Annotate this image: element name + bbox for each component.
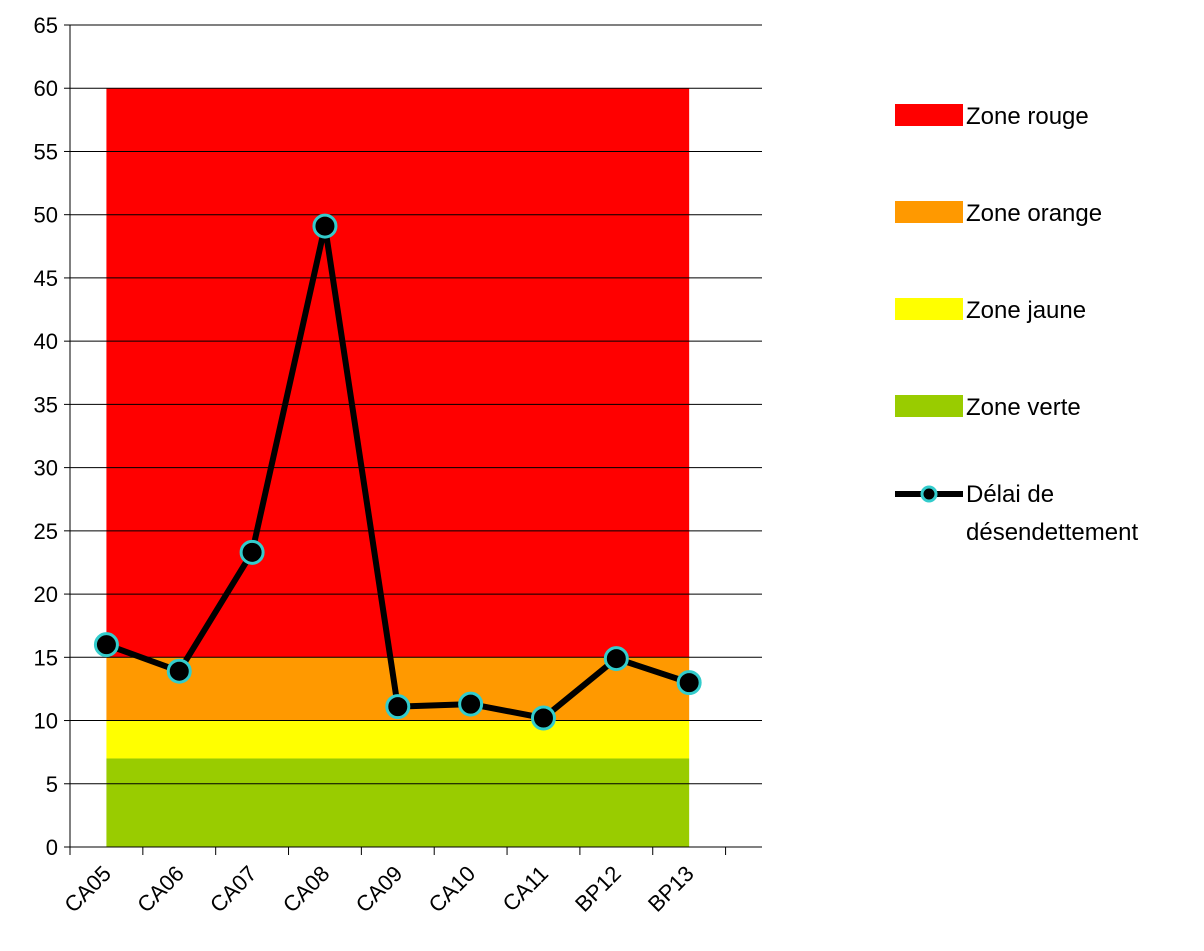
series-layer bbox=[93, 213, 702, 731]
zone-bands bbox=[106, 88, 690, 847]
y-tick-label: 50 bbox=[34, 203, 58, 228]
y-tick-label: 40 bbox=[34, 329, 58, 354]
y-tick-label: 45 bbox=[34, 266, 58, 291]
legend-swatch-1 bbox=[895, 104, 963, 126]
legend-swatch-3 bbox=[895, 298, 963, 320]
y-tick-label: 65 bbox=[34, 13, 58, 38]
data-point bbox=[312, 213, 338, 239]
data-point bbox=[603, 646, 629, 672]
y-tick-label: 30 bbox=[34, 456, 58, 481]
y-tick-label: 25 bbox=[34, 519, 58, 544]
x-tick-label: CA10 bbox=[424, 861, 481, 918]
x-tick-label: BP12 bbox=[570, 861, 626, 917]
axes: 0 5 10 15 20 25 30 35 40 45 50 55 60 65 CA05 CA06 CA07 CA… bbox=[34, 13, 762, 917]
legend-label: Délai de désendettement bbox=[966, 481, 1138, 546]
grid-lines bbox=[70, 24, 762, 785]
y-tick-label: 10 bbox=[34, 709, 58, 734]
y-tick-label: 15 bbox=[34, 645, 58, 670]
data-point bbox=[676, 670, 702, 696]
legend: Zone rouge Zone orange Zone jaune Zone vert… bbox=[895, 103, 1138, 546]
y-tick-label: 60 bbox=[34, 76, 58, 101]
y-tick-label: 20 bbox=[34, 582, 58, 607]
data-point bbox=[385, 694, 411, 720]
legend-label-line: désendettement bbox=[966, 519, 1138, 546]
data-point bbox=[93, 632, 119, 658]
legend-label-line: Délai de bbox=[966, 481, 1054, 508]
zone-band-3 bbox=[106, 720, 690, 759]
legend-swatch-4 bbox=[895, 395, 963, 417]
data-point bbox=[166, 658, 192, 684]
x-tick-label: CA06 bbox=[132, 861, 189, 918]
legend-label: Zone rouge bbox=[966, 103, 1089, 130]
y-tick-label: 0 bbox=[46, 835, 58, 860]
x-tick-label: CA08 bbox=[278, 861, 335, 918]
x-tick-label: CA09 bbox=[351, 861, 408, 918]
x-tick-label: CA05 bbox=[59, 861, 116, 918]
data-point bbox=[239, 539, 265, 565]
y-tick-label: 35 bbox=[34, 392, 58, 417]
legend-series-marker bbox=[920, 485, 938, 503]
zone-band-4 bbox=[106, 758, 690, 847]
data-point bbox=[458, 691, 484, 717]
y-tick-label: 5 bbox=[46, 772, 58, 797]
x-tick-label: CA07 bbox=[205, 861, 262, 918]
legend-label: Zone orange bbox=[966, 200, 1102, 227]
legend-label: Zone jaune bbox=[966, 297, 1086, 324]
zone-band-1 bbox=[106, 88, 690, 658]
legend-label: Zone verte bbox=[966, 394, 1081, 421]
y-tick-label: 55 bbox=[34, 139, 58, 164]
data-point bbox=[530, 705, 556, 731]
x-tick-label: CA11 bbox=[498, 861, 553, 916]
x-tick-label: BP13 bbox=[643, 861, 699, 917]
legend-swatch-2 bbox=[895, 201, 963, 223]
